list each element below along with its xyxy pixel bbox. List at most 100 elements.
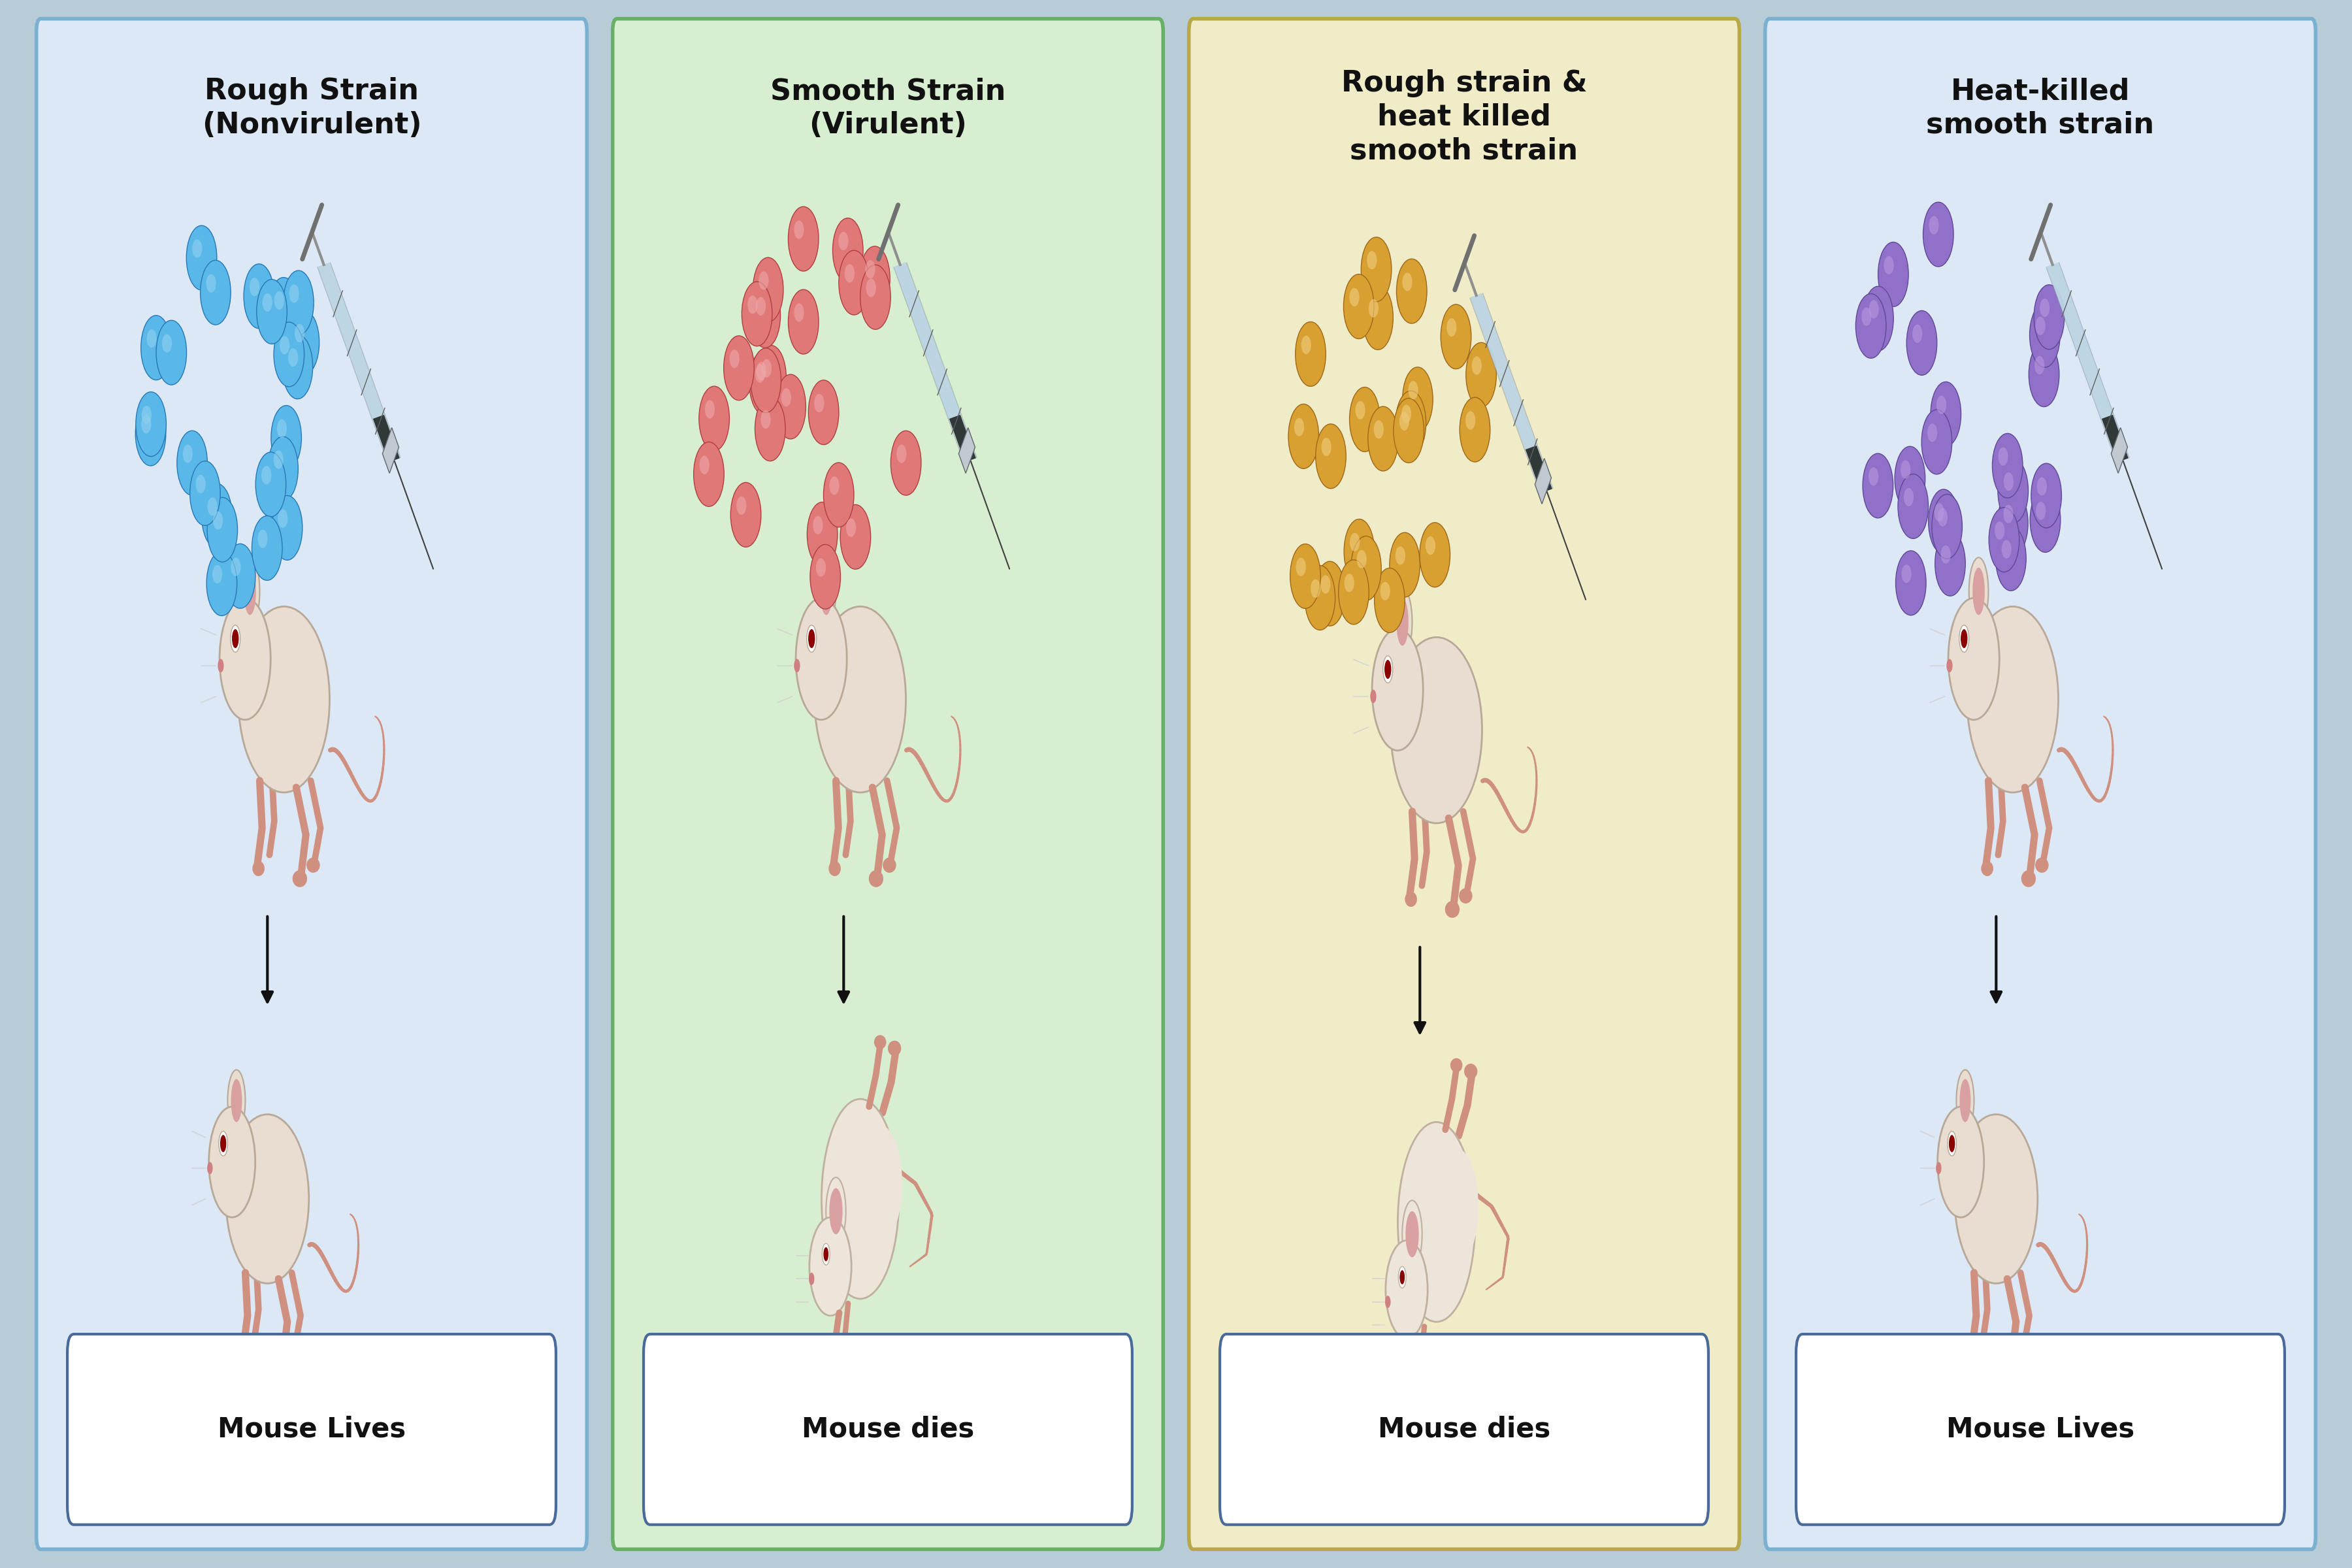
Ellipse shape	[814, 607, 906, 792]
Ellipse shape	[146, 329, 158, 348]
FancyBboxPatch shape	[612, 19, 1164, 1549]
Ellipse shape	[162, 334, 172, 353]
Ellipse shape	[219, 597, 270, 720]
Ellipse shape	[1940, 546, 1950, 563]
Ellipse shape	[228, 1069, 245, 1131]
Ellipse shape	[1355, 401, 1364, 419]
Ellipse shape	[207, 497, 216, 516]
FancyBboxPatch shape	[644, 1334, 1131, 1524]
Ellipse shape	[1397, 259, 1428, 323]
Ellipse shape	[155, 320, 186, 384]
Ellipse shape	[753, 257, 783, 321]
Ellipse shape	[1402, 367, 1432, 431]
Ellipse shape	[141, 416, 151, 433]
Ellipse shape	[1938, 1107, 1985, 1217]
Ellipse shape	[755, 345, 786, 409]
Ellipse shape	[212, 564, 223, 583]
Ellipse shape	[1338, 560, 1369, 624]
Ellipse shape	[256, 279, 287, 343]
Ellipse shape	[2037, 502, 2046, 521]
Ellipse shape	[263, 293, 273, 312]
Ellipse shape	[1367, 251, 1376, 270]
Ellipse shape	[2034, 356, 2044, 375]
Ellipse shape	[1463, 1063, 1477, 1079]
Ellipse shape	[261, 466, 270, 485]
Ellipse shape	[1997, 491, 2027, 555]
Ellipse shape	[252, 861, 263, 877]
Ellipse shape	[1374, 568, 1404, 632]
Ellipse shape	[1903, 488, 1915, 506]
Text: Mouse Lives: Mouse Lives	[1945, 1416, 2136, 1443]
Ellipse shape	[755, 364, 764, 383]
Ellipse shape	[176, 431, 207, 495]
Ellipse shape	[1446, 318, 1456, 337]
Text: Mouse Lives: Mouse Lives	[216, 1416, 407, 1443]
Ellipse shape	[278, 419, 287, 437]
Ellipse shape	[760, 411, 771, 428]
Circle shape	[1947, 1131, 1957, 1156]
Ellipse shape	[1969, 558, 1987, 626]
Ellipse shape	[2016, 1342, 2030, 1356]
FancyBboxPatch shape	[68, 1334, 555, 1524]
Ellipse shape	[1907, 310, 1938, 375]
Ellipse shape	[1362, 237, 1392, 301]
Ellipse shape	[706, 400, 715, 419]
Ellipse shape	[1900, 564, 1912, 583]
Text: Mouse dies: Mouse dies	[802, 1416, 974, 1443]
Ellipse shape	[788, 290, 818, 354]
Ellipse shape	[1997, 458, 2027, 524]
Ellipse shape	[1294, 419, 1303, 436]
Text: Mouse dies: Mouse dies	[1378, 1416, 1550, 1443]
Ellipse shape	[1863, 287, 1893, 351]
Ellipse shape	[1322, 437, 1331, 456]
Ellipse shape	[1350, 289, 1359, 306]
Ellipse shape	[1296, 558, 1305, 575]
Text: Rough Strain
(Nonvirulent): Rough Strain (Nonvirulent)	[202, 77, 421, 140]
Ellipse shape	[755, 397, 786, 461]
Polygon shape	[1536, 458, 1552, 503]
Circle shape	[1959, 626, 1969, 652]
Ellipse shape	[136, 401, 167, 466]
Ellipse shape	[1305, 566, 1336, 630]
Ellipse shape	[1896, 447, 1926, 511]
Ellipse shape	[2030, 303, 2060, 367]
Ellipse shape	[268, 436, 299, 502]
Ellipse shape	[833, 218, 863, 282]
Ellipse shape	[750, 348, 781, 412]
Text: Heat-killed
smooth strain: Heat-killed smooth strain	[1926, 77, 2154, 140]
Ellipse shape	[1898, 474, 1929, 538]
Circle shape	[807, 626, 816, 652]
Ellipse shape	[840, 505, 870, 569]
Ellipse shape	[1936, 1162, 1940, 1174]
Ellipse shape	[875, 1035, 887, 1049]
Ellipse shape	[209, 1107, 256, 1217]
Ellipse shape	[278, 510, 287, 528]
Ellipse shape	[1397, 599, 1409, 646]
Ellipse shape	[1867, 467, 1879, 486]
Ellipse shape	[2039, 298, 2049, 317]
Ellipse shape	[1936, 395, 1947, 414]
Ellipse shape	[757, 362, 767, 381]
Ellipse shape	[844, 263, 854, 282]
Ellipse shape	[1406, 1210, 1418, 1258]
Ellipse shape	[814, 516, 823, 535]
Ellipse shape	[306, 858, 320, 873]
Ellipse shape	[807, 502, 837, 566]
Ellipse shape	[1291, 544, 1319, 608]
Polygon shape	[960, 428, 976, 474]
Ellipse shape	[816, 558, 835, 626]
Ellipse shape	[2032, 463, 2063, 528]
Ellipse shape	[1409, 381, 1418, 400]
Ellipse shape	[858, 246, 889, 310]
Ellipse shape	[776, 375, 807, 439]
Ellipse shape	[2002, 539, 2011, 558]
Ellipse shape	[816, 558, 826, 577]
Ellipse shape	[1472, 356, 1482, 375]
Ellipse shape	[1900, 461, 1910, 478]
Ellipse shape	[1966, 607, 2058, 792]
Ellipse shape	[1289, 405, 1319, 469]
Ellipse shape	[750, 284, 781, 348]
Ellipse shape	[762, 359, 771, 378]
FancyBboxPatch shape	[1797, 1334, 2284, 1524]
Ellipse shape	[270, 406, 301, 470]
